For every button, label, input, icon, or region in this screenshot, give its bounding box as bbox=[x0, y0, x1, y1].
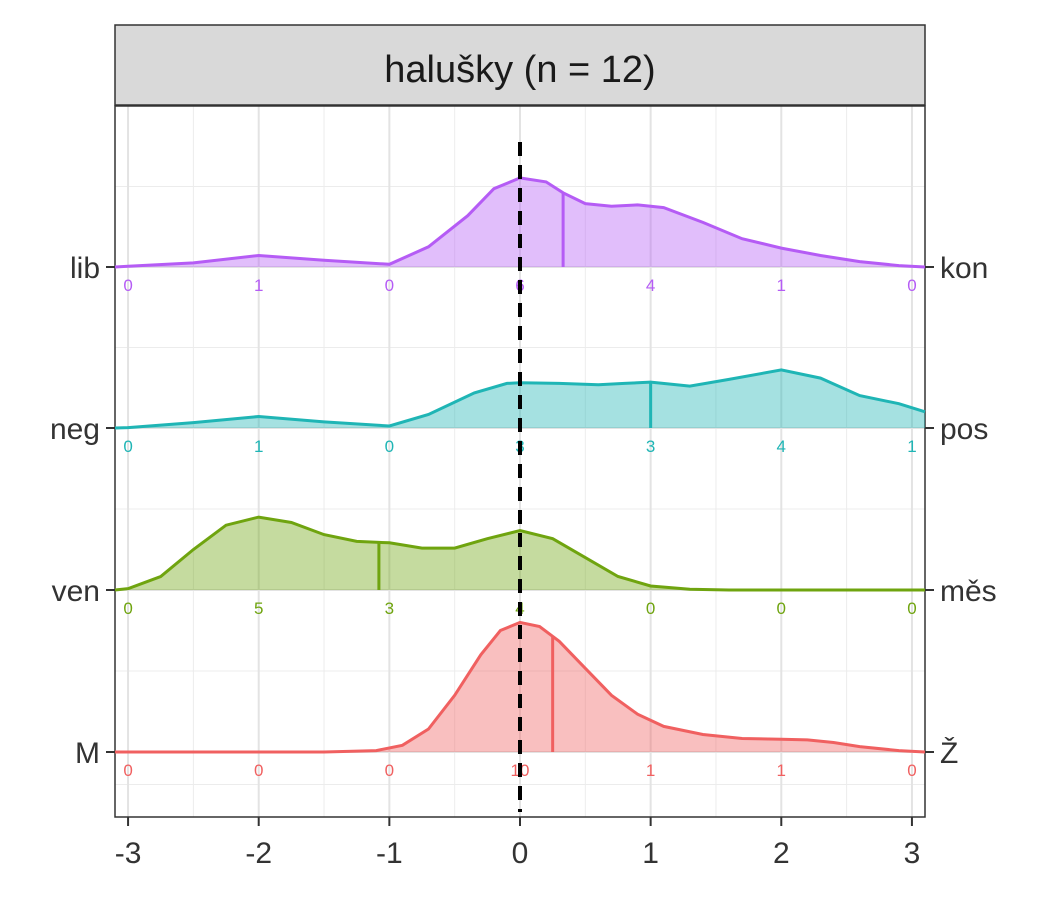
x-tick-label: -1 bbox=[376, 837, 403, 870]
count-label: 1 bbox=[646, 761, 655, 780]
count-label: 1 bbox=[254, 437, 263, 456]
x-tick-label: 1 bbox=[642, 837, 659, 870]
count-label: 0 bbox=[385, 761, 394, 780]
y-label-right: Ž bbox=[940, 737, 958, 770]
count-label: 1 bbox=[777, 276, 786, 295]
density-line bbox=[114, 368, 926, 430]
count-label: 0 bbox=[385, 437, 394, 456]
count-label: 3 bbox=[646, 437, 655, 456]
y-label-left: ven bbox=[52, 575, 100, 608]
count-label: 0 bbox=[123, 276, 132, 295]
count-label: 1 bbox=[777, 761, 786, 780]
count-label: 1 bbox=[907, 437, 916, 456]
y-label-left: neg bbox=[50, 413, 100, 446]
density-line bbox=[115, 620, 926, 754]
count-label: 1 bbox=[254, 276, 263, 295]
x-tick-label: 0 bbox=[512, 837, 529, 870]
count-label: 0 bbox=[123, 437, 132, 456]
x-axis: -3 -2 -1 0 1 2 3 bbox=[115, 817, 921, 870]
count-label: 0 bbox=[646, 599, 655, 618]
y-label-right: kon bbox=[940, 252, 988, 285]
panel-title: halušky (n = 12) bbox=[384, 49, 655, 91]
count-label: 4 bbox=[646, 276, 655, 295]
y-label-right: měs bbox=[940, 575, 997, 608]
density-area bbox=[115, 622, 925, 752]
y-axis: lib kon neg pos ven měs M Ž bbox=[50, 252, 997, 770]
count-label: 0 bbox=[123, 599, 132, 618]
x-tick-label: 2 bbox=[773, 837, 790, 870]
count-label: 0 bbox=[777, 599, 786, 618]
count-label: 0 bbox=[907, 276, 916, 295]
x-tick-label: -2 bbox=[245, 837, 272, 870]
count-label: 4 bbox=[777, 437, 786, 456]
y-label-left: M bbox=[75, 737, 100, 770]
count-label: 0 bbox=[123, 761, 132, 780]
x-tick-label: 3 bbox=[904, 837, 921, 870]
x-tick-label: -3 bbox=[115, 837, 142, 870]
count-label: 0 bbox=[385, 276, 394, 295]
series-M-Ž: 00010110 bbox=[115, 620, 926, 780]
density-area bbox=[115, 517, 925, 590]
count-label: 0 bbox=[907, 761, 916, 780]
y-label-right: pos bbox=[940, 413, 988, 446]
series-group: 01064100103341053400000010110 bbox=[114, 142, 926, 812]
count-label: 5 bbox=[254, 599, 263, 618]
count-label: 0 bbox=[907, 599, 916, 618]
density-line bbox=[114, 515, 925, 592]
count-label: 3 bbox=[385, 599, 394, 618]
panel-strip bbox=[114, 24, 926, 106]
y-label-left: lib bbox=[70, 252, 100, 285]
count-label: 0 bbox=[254, 761, 263, 780]
